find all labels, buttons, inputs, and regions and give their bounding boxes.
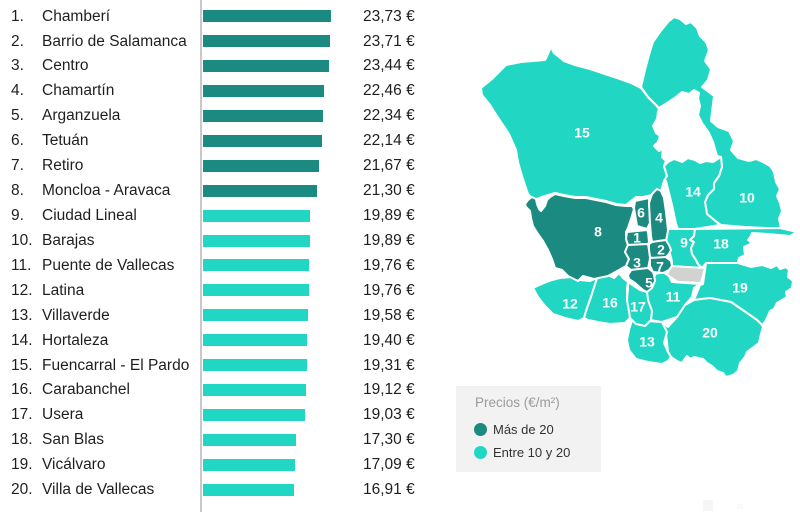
svg-text:17: 17 bbox=[630, 299, 646, 315]
svg-text:12: 12 bbox=[562, 296, 578, 312]
svg-text:5: 5 bbox=[645, 275, 653, 291]
svg-text:10: 10 bbox=[739, 190, 755, 206]
svg-text:7: 7 bbox=[656, 259, 664, 275]
svg-text:15: 15 bbox=[574, 125, 590, 141]
svg-text:2: 2 bbox=[657, 242, 665, 258]
svg-text:16: 16 bbox=[602, 295, 618, 311]
svg-text:8: 8 bbox=[594, 224, 602, 240]
svg-text:9: 9 bbox=[680, 235, 688, 251]
svg-text:18: 18 bbox=[713, 236, 729, 252]
svg-text:14: 14 bbox=[685, 184, 701, 200]
svg-text:11: 11 bbox=[666, 289, 681, 305]
svg-text:3: 3 bbox=[633, 255, 641, 271]
svg-text:4: 4 bbox=[655, 210, 663, 226]
svg-text:20: 20 bbox=[702, 325, 718, 341]
svg-text:6: 6 bbox=[637, 205, 645, 221]
svg-text:1: 1 bbox=[633, 230, 641, 246]
svg-text:19: 19 bbox=[732, 280, 748, 296]
svg-text:13: 13 bbox=[639, 334, 655, 350]
